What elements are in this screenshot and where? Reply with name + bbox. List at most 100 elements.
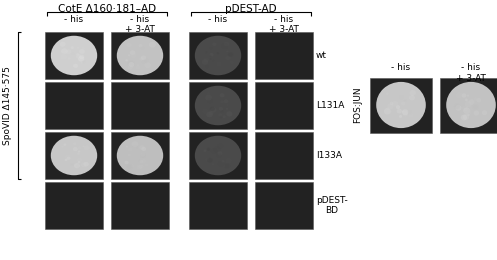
Ellipse shape (225, 56, 231, 61)
Ellipse shape (78, 161, 81, 163)
Ellipse shape (376, 82, 426, 128)
Ellipse shape (140, 152, 146, 157)
Ellipse shape (124, 161, 129, 164)
Ellipse shape (210, 107, 215, 111)
Ellipse shape (77, 165, 79, 167)
Ellipse shape (465, 101, 472, 107)
Ellipse shape (206, 112, 213, 117)
Text: SpoVID Δ145·575: SpoVID Δ145·575 (3, 66, 12, 145)
Ellipse shape (212, 163, 214, 165)
Ellipse shape (202, 59, 208, 65)
Ellipse shape (128, 54, 130, 56)
Ellipse shape (82, 47, 85, 50)
Ellipse shape (473, 104, 479, 110)
Ellipse shape (202, 163, 208, 168)
Ellipse shape (205, 157, 211, 163)
Ellipse shape (128, 62, 134, 67)
Ellipse shape (65, 49, 71, 54)
Ellipse shape (387, 103, 394, 109)
Ellipse shape (409, 95, 415, 100)
Ellipse shape (195, 136, 241, 175)
Text: I133A: I133A (316, 151, 342, 160)
Ellipse shape (219, 107, 223, 111)
Ellipse shape (65, 155, 71, 159)
Ellipse shape (397, 109, 402, 114)
Ellipse shape (474, 110, 479, 116)
Ellipse shape (220, 93, 225, 98)
Ellipse shape (223, 109, 225, 110)
Ellipse shape (132, 141, 138, 147)
Ellipse shape (207, 92, 210, 95)
Ellipse shape (130, 50, 136, 55)
Ellipse shape (78, 56, 84, 62)
Ellipse shape (128, 61, 135, 67)
Ellipse shape (212, 42, 217, 46)
Ellipse shape (224, 163, 230, 168)
Ellipse shape (130, 59, 132, 61)
Ellipse shape (71, 163, 74, 166)
Ellipse shape (71, 46, 74, 49)
Ellipse shape (404, 99, 407, 102)
Ellipse shape (210, 47, 212, 49)
Ellipse shape (456, 92, 463, 98)
Ellipse shape (140, 153, 146, 158)
Bar (189, 182, 247, 229)
Ellipse shape (212, 60, 214, 62)
Ellipse shape (224, 99, 229, 103)
Ellipse shape (61, 48, 68, 54)
Bar (111, 132, 169, 179)
Ellipse shape (139, 57, 144, 61)
Ellipse shape (455, 105, 462, 111)
Text: L131A: L131A (316, 101, 344, 110)
Ellipse shape (126, 146, 128, 147)
Ellipse shape (226, 111, 233, 116)
Ellipse shape (140, 160, 144, 163)
Ellipse shape (482, 110, 487, 115)
Ellipse shape (117, 136, 163, 175)
Ellipse shape (139, 160, 141, 162)
Ellipse shape (141, 55, 146, 60)
Ellipse shape (220, 100, 224, 103)
Ellipse shape (79, 55, 84, 59)
Ellipse shape (145, 59, 149, 62)
Ellipse shape (208, 111, 214, 116)
Ellipse shape (218, 161, 224, 167)
Ellipse shape (137, 64, 140, 66)
Ellipse shape (73, 64, 78, 68)
Ellipse shape (204, 147, 207, 150)
Ellipse shape (474, 98, 478, 101)
Ellipse shape (477, 98, 481, 102)
Ellipse shape (128, 65, 133, 69)
Ellipse shape (386, 107, 390, 110)
Ellipse shape (65, 159, 68, 161)
Ellipse shape (141, 46, 144, 49)
Ellipse shape (141, 159, 147, 163)
Bar (45, 32, 103, 79)
Ellipse shape (77, 153, 80, 155)
Ellipse shape (141, 147, 146, 151)
Ellipse shape (469, 99, 475, 105)
Ellipse shape (463, 114, 469, 120)
Ellipse shape (402, 109, 409, 115)
Text: pDEST-AD: pDEST-AD (225, 4, 277, 14)
Ellipse shape (210, 107, 217, 113)
Ellipse shape (61, 54, 66, 58)
Ellipse shape (220, 116, 223, 118)
Ellipse shape (82, 60, 85, 63)
Ellipse shape (125, 59, 128, 61)
Ellipse shape (410, 90, 416, 96)
Ellipse shape (226, 108, 228, 110)
Ellipse shape (218, 151, 223, 155)
Ellipse shape (214, 146, 220, 152)
Ellipse shape (205, 95, 212, 101)
Ellipse shape (387, 110, 392, 114)
Ellipse shape (60, 42, 66, 47)
Ellipse shape (209, 58, 211, 60)
Bar (45, 182, 103, 229)
Ellipse shape (446, 82, 496, 128)
Ellipse shape (76, 54, 82, 59)
Ellipse shape (217, 154, 222, 158)
Text: FOS:JUN: FOS:JUN (353, 87, 362, 123)
Ellipse shape (128, 147, 133, 152)
Ellipse shape (149, 42, 156, 48)
